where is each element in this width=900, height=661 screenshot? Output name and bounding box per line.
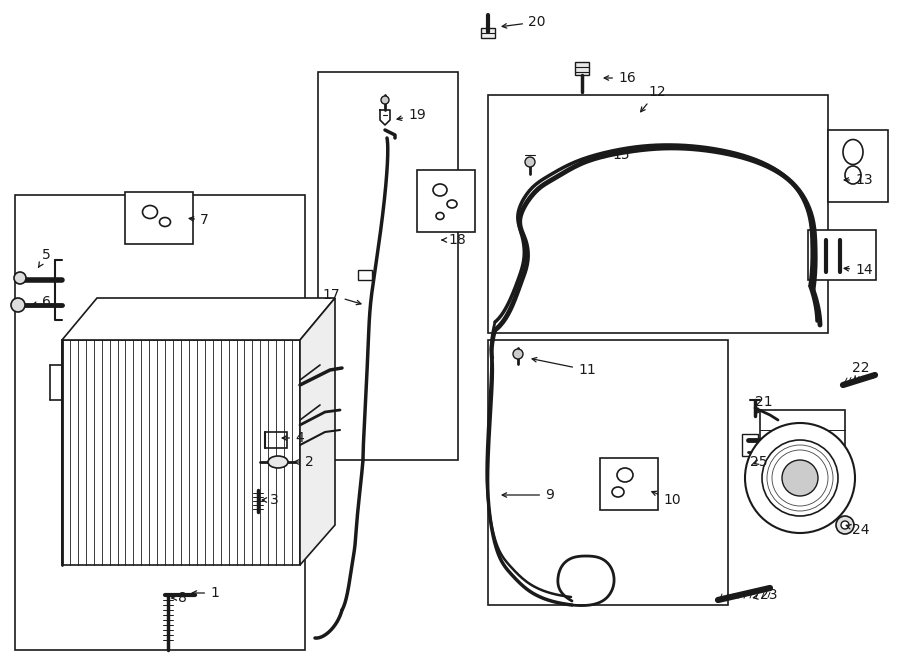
Ellipse shape xyxy=(617,468,633,482)
Ellipse shape xyxy=(142,206,157,219)
Circle shape xyxy=(14,272,26,284)
Text: 8: 8 xyxy=(172,591,187,605)
Ellipse shape xyxy=(612,487,624,497)
Ellipse shape xyxy=(843,139,863,165)
Bar xyxy=(62,340,300,565)
Text: 24: 24 xyxy=(846,523,869,537)
Bar xyxy=(265,432,287,448)
Bar xyxy=(808,230,876,280)
Ellipse shape xyxy=(159,217,170,227)
Text: 20: 20 xyxy=(502,15,545,29)
Ellipse shape xyxy=(845,166,861,184)
Text: 9: 9 xyxy=(502,488,554,502)
Text: 14: 14 xyxy=(844,263,873,277)
Text: 6: 6 xyxy=(32,295,51,309)
Text: 4: 4 xyxy=(283,431,304,445)
Bar xyxy=(358,270,372,280)
Text: 23: 23 xyxy=(753,588,778,602)
Text: 15: 15 xyxy=(579,148,630,163)
Circle shape xyxy=(745,423,855,533)
Ellipse shape xyxy=(268,456,288,468)
Circle shape xyxy=(782,460,818,496)
Text: 12: 12 xyxy=(641,85,666,112)
Bar xyxy=(488,340,728,605)
Text: 25: 25 xyxy=(750,455,768,469)
Circle shape xyxy=(762,440,838,516)
Circle shape xyxy=(836,516,854,534)
Bar xyxy=(481,28,495,38)
Circle shape xyxy=(11,298,25,312)
Bar xyxy=(600,458,658,510)
Circle shape xyxy=(513,349,523,359)
Bar xyxy=(575,62,589,75)
Bar xyxy=(760,410,845,450)
Bar xyxy=(417,170,475,232)
Text: 5: 5 xyxy=(39,248,50,267)
Text: 16: 16 xyxy=(604,71,635,85)
Text: 13: 13 xyxy=(844,173,873,187)
Text: 7: 7 xyxy=(189,213,209,227)
Circle shape xyxy=(525,157,535,167)
Bar xyxy=(318,72,458,460)
Ellipse shape xyxy=(436,212,444,219)
Bar xyxy=(748,458,778,472)
Text: 19: 19 xyxy=(397,108,426,122)
Text: 18: 18 xyxy=(442,233,466,247)
Text: 17: 17 xyxy=(322,288,361,305)
Text: 1: 1 xyxy=(193,586,219,600)
Bar xyxy=(742,434,758,456)
Polygon shape xyxy=(62,298,335,340)
Circle shape xyxy=(841,521,849,529)
Text: 2: 2 xyxy=(294,455,314,469)
Text: 3: 3 xyxy=(262,493,279,507)
Text: 10: 10 xyxy=(652,491,680,507)
Text: 22: 22 xyxy=(852,361,869,381)
Text: 11: 11 xyxy=(532,358,596,377)
Bar xyxy=(488,95,828,333)
Ellipse shape xyxy=(433,184,447,196)
Ellipse shape xyxy=(447,200,457,208)
Circle shape xyxy=(381,96,389,104)
Bar xyxy=(15,195,305,650)
Bar xyxy=(125,192,193,244)
Bar xyxy=(828,130,888,202)
Polygon shape xyxy=(300,298,335,565)
Text: 21: 21 xyxy=(755,395,772,412)
